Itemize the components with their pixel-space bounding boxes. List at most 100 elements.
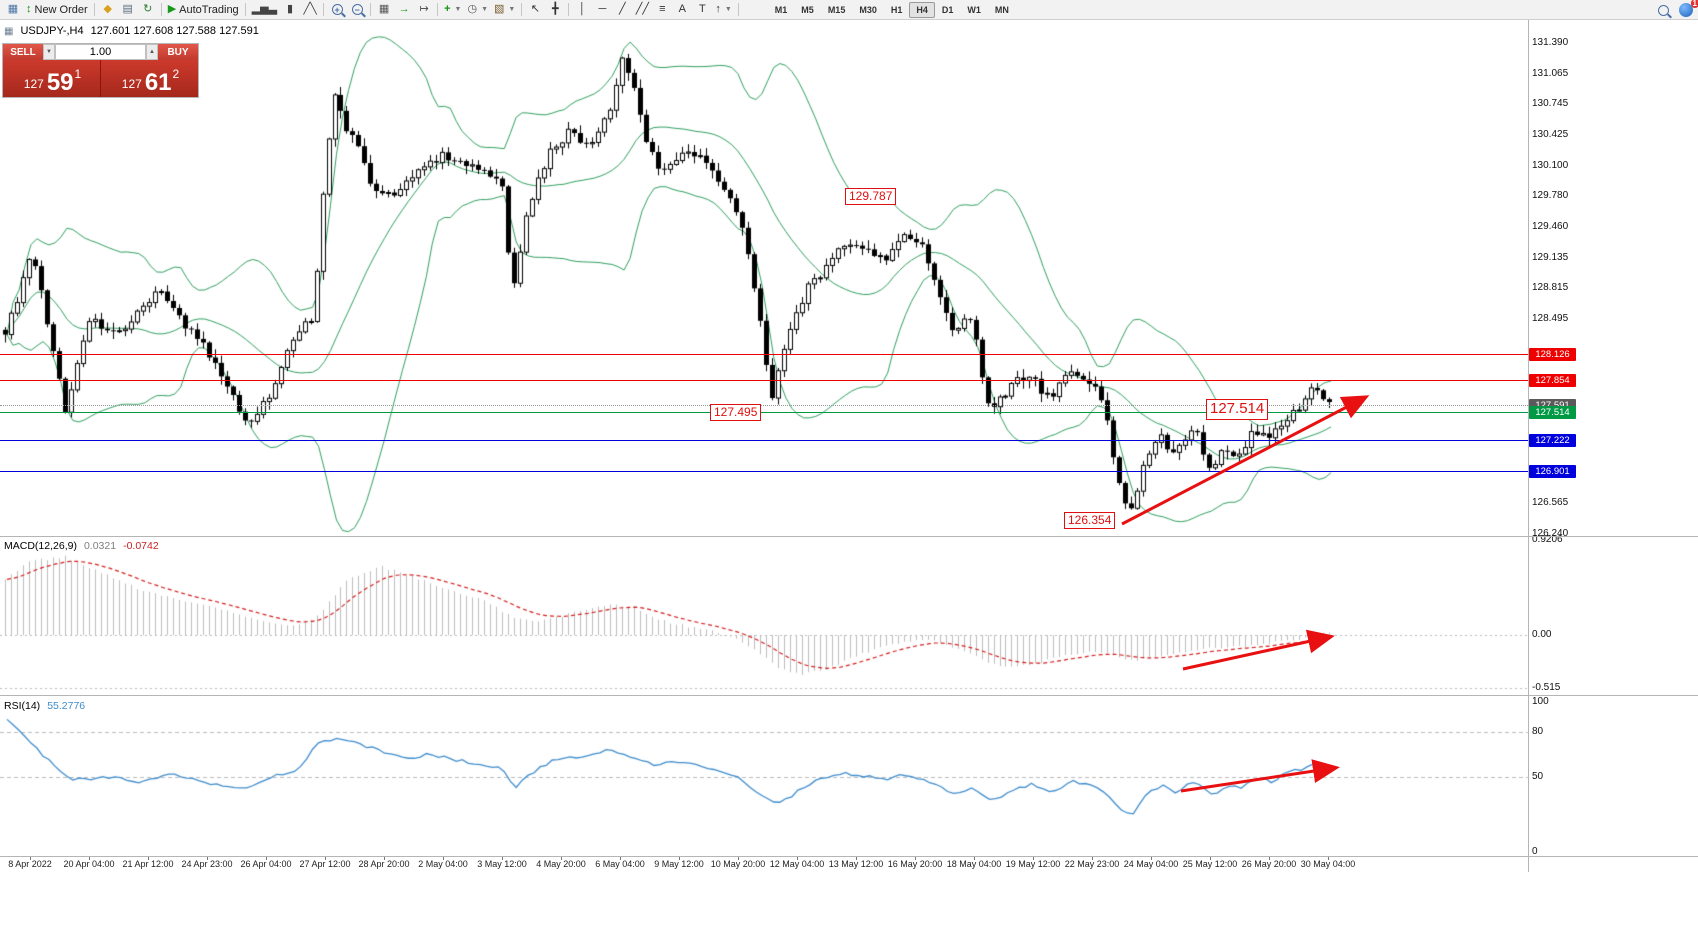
macd-panel-splitter[interactable] [0, 536, 1698, 537]
hline-support-127514[interactable] [0, 412, 1528, 414]
timeframe-h4[interactable]: H4 [909, 1, 935, 18]
cursor-icon[interactable]: ↖ [530, 3, 540, 15]
time-axis-label: 30 May 04:00 [1300, 859, 1356, 869]
time-axis-label: 22 May 23:00 [1064, 859, 1120, 869]
price-axis-label: 130.745 [1532, 98, 1569, 110]
text-icon[interactable]: A [678, 3, 687, 15]
metaeditor-icon[interactable]: ◆ [103, 3, 112, 15]
price-annotation[interactable]: 127.495 [710, 404, 762, 421]
buy-button[interactable]: BUY [158, 44, 198, 60]
time-axis-label: 4 May 20:00 [536, 859, 586, 869]
time-axis-label: 21 Apr 12:00 [122, 859, 174, 869]
timeframe-m30[interactable]: M30 [859, 4, 877, 15]
timeframe-m15[interactable]: M15 [827, 4, 846, 15]
price-axis-label: 129.460 [1532, 220, 1569, 232]
channel-icon[interactable]: ╱╱ [635, 3, 649, 15]
time-axis-tick [738, 856, 739, 860]
time-axis-label: 28 Apr 20:00 [358, 859, 410, 869]
price-annotation[interactable]: 129.787 [845, 188, 897, 205]
hline-resistance-127854[interactable] [0, 379, 1528, 381]
price-axis-label: 126.565 [1532, 497, 1569, 509]
sell-price-button[interactable]: 127 59 1 [3, 60, 100, 97]
time-axis-label: 3 May 12:00 [477, 859, 527, 869]
candlestick-chart-icon[interactable]: ▮ [287, 3, 294, 15]
timeframe-mn[interactable]: MN [994, 4, 1009, 15]
time-axis-label: 6 May 04:00 [595, 859, 645, 869]
line-chart-icon[interactable]: ╱╲ [303, 3, 317, 15]
chevron-down-icon[interactable]: ▼ [454, 6, 462, 13]
price-annotation[interactable]: 126.354 [1064, 512, 1116, 529]
new-order-button[interactable]: ↕ New Order [23, 1, 91, 19]
rsi-panel-splitter[interactable] [0, 695, 1698, 696]
time-axis-label: 9 May 12:00 [654, 859, 704, 869]
symbol-title: USDJPY-,H4 [20, 25, 84, 37]
price-tag-126.901: 126.901 [1529, 464, 1576, 478]
auto-scroll-icon[interactable]: → [398, 3, 410, 15]
bar-chart-icon[interactable]: ▂▅▃ [251, 3, 278, 15]
macd-name: MACD(12,26,9) [4, 540, 77, 552]
hline-support-127222[interactable] [0, 439, 1528, 441]
hline-resistance-128126[interactable] [0, 353, 1528, 355]
time-axis-label: 27 Apr 12:00 [299, 859, 351, 869]
notifications-icon[interactable]: 1 [1679, 0, 1698, 17]
time-axis-tick [620, 856, 621, 860]
lot-decrease-button[interactable]: ▼ [43, 44, 55, 60]
fibonacci-icon[interactable]: ≡ [659, 3, 666, 15]
buy-price-point: 2 [172, 67, 180, 81]
lot-size-input[interactable] [55, 44, 146, 60]
chevron-down-icon[interactable]: ▼ [508, 6, 516, 13]
time-axis-tick [384, 856, 385, 860]
zoom-in-icon[interactable]: + [327, 1, 347, 19]
price-tag-127.222: 127.222 [1529, 433, 1576, 447]
timeframe-h1[interactable]: H1 [890, 4, 903, 15]
macd-axis-label: 0.9206 [1532, 534, 1563, 546]
time-axis-tick [797, 856, 798, 860]
chevron-down-icon[interactable]: ▼ [481, 6, 488, 13]
trendline-icon[interactable]: ╱ [619, 3, 626, 15]
horizontal-line-icon[interactable]: ─ [598, 3, 607, 15]
new-order-button-label: New Order [34, 3, 88, 16]
buy-price-button[interactable]: 127 61 2 [101, 60, 198, 97]
periods-icon[interactable]: ◷ ▼ [467, 3, 488, 15]
time-axis-label: 19 May 12:00 [1005, 859, 1061, 869]
arrows-tool-icon[interactable]: ↑ ▼ [715, 3, 732, 15]
price-tag-128.126: 128.126 [1529, 347, 1576, 361]
time-axis-tick [443, 856, 444, 860]
tile-windows-icon[interactable]: ▦ [378, 3, 390, 15]
time-axis-tick [148, 856, 149, 860]
vertical-line-icon[interactable]: │ [578, 3, 586, 15]
zoom-out-icon[interactable]: − [347, 1, 367, 19]
toolbar-separator [568, 3, 570, 16]
refresh-icon[interactable]: ↻ [143, 3, 153, 15]
chevron-down-icon[interactable]: ▼ [724, 6, 732, 13]
time-axis-label: 12 May 04:00 [769, 859, 825, 869]
chart-shift-icon[interactable]: ↦ [419, 3, 429, 15]
one-click-prices-row: 127 59 1 127 61 2 [3, 60, 198, 97]
timeframe-w1[interactable]: W1 [967, 4, 981, 15]
timeframe-d1[interactable]: D1 [941, 4, 954, 15]
hline-support-126901[interactable] [0, 470, 1528, 472]
templates-icon[interactable]: ▧ ▼ [494, 3, 516, 15]
crosshair-icon[interactable]: ╋ [552, 3, 559, 15]
price-annotation[interactable]: 127.514 [1206, 399, 1269, 420]
sell-button[interactable]: SELL [3, 44, 43, 60]
label-icon[interactable]: T [698, 3, 706, 15]
lot-increase-button[interactable]: ▲ [146, 44, 158, 60]
time-axis-tick [207, 856, 208, 860]
toolbar-separator [521, 3, 523, 16]
time-axis-label: 24 May 04:00 [1123, 859, 1179, 869]
macd-signal-value: -0.0742 [123, 540, 159, 552]
timeframe-m5[interactable]: M5 [801, 4, 814, 15]
timeframe-m1[interactable]: M1 [774, 4, 788, 15]
bid-price-line[interactable] [0, 404, 1528, 406]
search-icon[interactable] [1658, 4, 1669, 16]
time-axis-tick [679, 856, 680, 860]
sell-price-figure: 127 [23, 77, 44, 91]
indicators-icon[interactable]: + ▼ [444, 3, 462, 15]
chart-window-icon[interactable]: ▦ [7, 3, 19, 15]
time-axis-tick [1210, 856, 1211, 860]
autotrading-button[interactable]: ▶ AutoTrading [165, 1, 242, 19]
print-icon[interactable]: ▤ [122, 3, 133, 15]
